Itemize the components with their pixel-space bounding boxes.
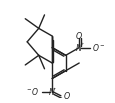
Text: $N$: $N$ bbox=[48, 86, 56, 97]
Text: $O^-$: $O^-$ bbox=[91, 42, 105, 53]
Text: $O$: $O$ bbox=[75, 30, 82, 41]
Text: $O$: $O$ bbox=[63, 90, 71, 101]
Text: $N$: $N$ bbox=[75, 42, 82, 53]
Text: $^-O$: $^-O$ bbox=[25, 86, 39, 97]
Text: $^+$: $^+$ bbox=[79, 42, 85, 47]
Text: $^+$: $^+$ bbox=[52, 87, 58, 92]
